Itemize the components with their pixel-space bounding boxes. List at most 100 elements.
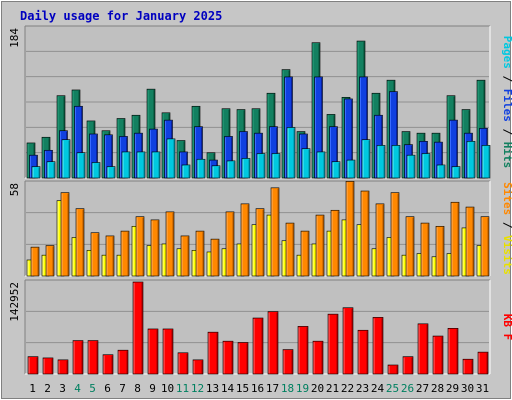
- x-tick-label: 19: [296, 382, 309, 395]
- bar-kbytes: [252, 317, 264, 375]
- bar-sites: [300, 230, 310, 277]
- side-legend-part: Files: [501, 89, 512, 122]
- x-tick-label: 29: [446, 382, 459, 395]
- bar-sites: [30, 246, 40, 277]
- bar-pages: [151, 151, 161, 179]
- x-tick-label: 16: [251, 382, 264, 395]
- bar-pages: [466, 141, 476, 179]
- bar-kbytes: [342, 307, 354, 375]
- x-tick-label: 23: [356, 382, 369, 395]
- bar-sites: [450, 201, 460, 277]
- bar-sites: [480, 216, 490, 277]
- bar-pages: [391, 145, 401, 179]
- bar-sites: [195, 230, 205, 277]
- bar-pages: [406, 154, 416, 179]
- panel-middle: 58 Sites / Visits: [8, 180, 512, 277]
- side-legend-part: KB F: [501, 314, 512, 341]
- bar-sites: [390, 192, 400, 277]
- bar-pages: [91, 162, 101, 179]
- bar-pages: [376, 145, 386, 179]
- x-tick-label: 8: [134, 382, 141, 395]
- bar-kbytes: [432, 335, 444, 375]
- bar-pages: [31, 166, 41, 179]
- bar-sites: [270, 187, 280, 277]
- bar-pages: [421, 153, 431, 179]
- x-tick-label: 31: [476, 382, 489, 395]
- bars-middle: [26, 181, 490, 277]
- bar-sites: [60, 192, 70, 277]
- bar-pages: [76, 152, 86, 179]
- bar-sites: [165, 211, 175, 277]
- bar-sites: [255, 208, 265, 277]
- side-legend-bottom: KB F: [501, 314, 512, 341]
- x-tick-label: 30: [461, 382, 474, 395]
- x-tick-label: 17: [266, 382, 279, 395]
- bar-kbytes: [357, 329, 369, 375]
- panel-top: 184 Pages / Files / Hits: [8, 25, 512, 179]
- bar-sites: [180, 235, 190, 277]
- bar-pages: [226, 160, 236, 179]
- x-tick-label: 1: [29, 382, 36, 395]
- x-tick-label: 13: [206, 382, 219, 395]
- bar-sites: [345, 181, 355, 277]
- bar-kbytes: [162, 328, 174, 375]
- x-tick-label: 5: [89, 382, 96, 395]
- y-max-label: 58: [8, 183, 21, 196]
- bar-sites: [360, 190, 370, 277]
- x-tick-label: 27: [416, 382, 429, 395]
- bar-kbytes: [87, 340, 99, 375]
- x-tick-label: 7: [119, 382, 126, 395]
- bar-sites: [285, 222, 295, 277]
- bar-kbytes: [27, 356, 39, 375]
- bar-sites: [330, 209, 340, 277]
- chart-title: Daily usage for January 2025: [20, 9, 222, 23]
- x-tick-label: 25: [386, 382, 399, 395]
- x-tick-label: 9: [149, 382, 156, 395]
- bar-kbytes: [402, 356, 414, 375]
- bar-kbytes: [132, 281, 144, 375]
- side-legend-middle: Sites / Visits: [501, 182, 512, 275]
- bar-kbytes: [42, 357, 54, 375]
- side-legend-part: Visits: [501, 235, 512, 275]
- x-tick-label: 18: [281, 382, 294, 395]
- x-tick-label: 2: [44, 382, 51, 395]
- side-legend-part: Hits: [501, 142, 512, 169]
- bar-pages: [211, 165, 221, 179]
- bar-kbytes: [447, 328, 459, 375]
- x-tick-label: 4: [74, 382, 81, 395]
- side-legend-part: Sites: [501, 182, 512, 215]
- bar-pages: [451, 166, 461, 179]
- bar-pages: [196, 158, 206, 179]
- bar-kbytes: [57, 359, 69, 375]
- bar-sites: [90, 232, 100, 277]
- bar-pages: [361, 139, 371, 179]
- bar-pages: [256, 153, 266, 179]
- bar-kbytes: [177, 352, 189, 375]
- x-tick-label: 14: [221, 382, 235, 395]
- bar-kbytes: [312, 340, 324, 375]
- bar-pages: [286, 127, 296, 179]
- bar-sites: [105, 235, 115, 277]
- bar-pages: [61, 139, 71, 179]
- bar-kbytes: [462, 358, 474, 375]
- panel-bottom: 142952 KB F: [8, 279, 512, 375]
- bar-kbytes: [372, 317, 384, 375]
- x-tick-label: 24: [371, 382, 385, 395]
- side-legend-part: Pages: [501, 36, 512, 69]
- bar-sites: [420, 222, 430, 277]
- y-max-label: 184: [8, 28, 21, 48]
- bar-sites: [225, 211, 235, 277]
- bar-sites: [75, 208, 85, 277]
- x-tick-label: 6: [104, 382, 111, 395]
- bar-pages: [436, 164, 446, 179]
- bars-bottom: [27, 281, 489, 375]
- bar-pages: [346, 159, 356, 179]
- bar-pages: [106, 166, 116, 179]
- bar-pages: [331, 161, 341, 179]
- x-tick-label: 12: [191, 382, 204, 395]
- x-tick-label: 15: [236, 382, 249, 395]
- bar-kbytes: [72, 340, 84, 375]
- bar-sites: [210, 238, 220, 277]
